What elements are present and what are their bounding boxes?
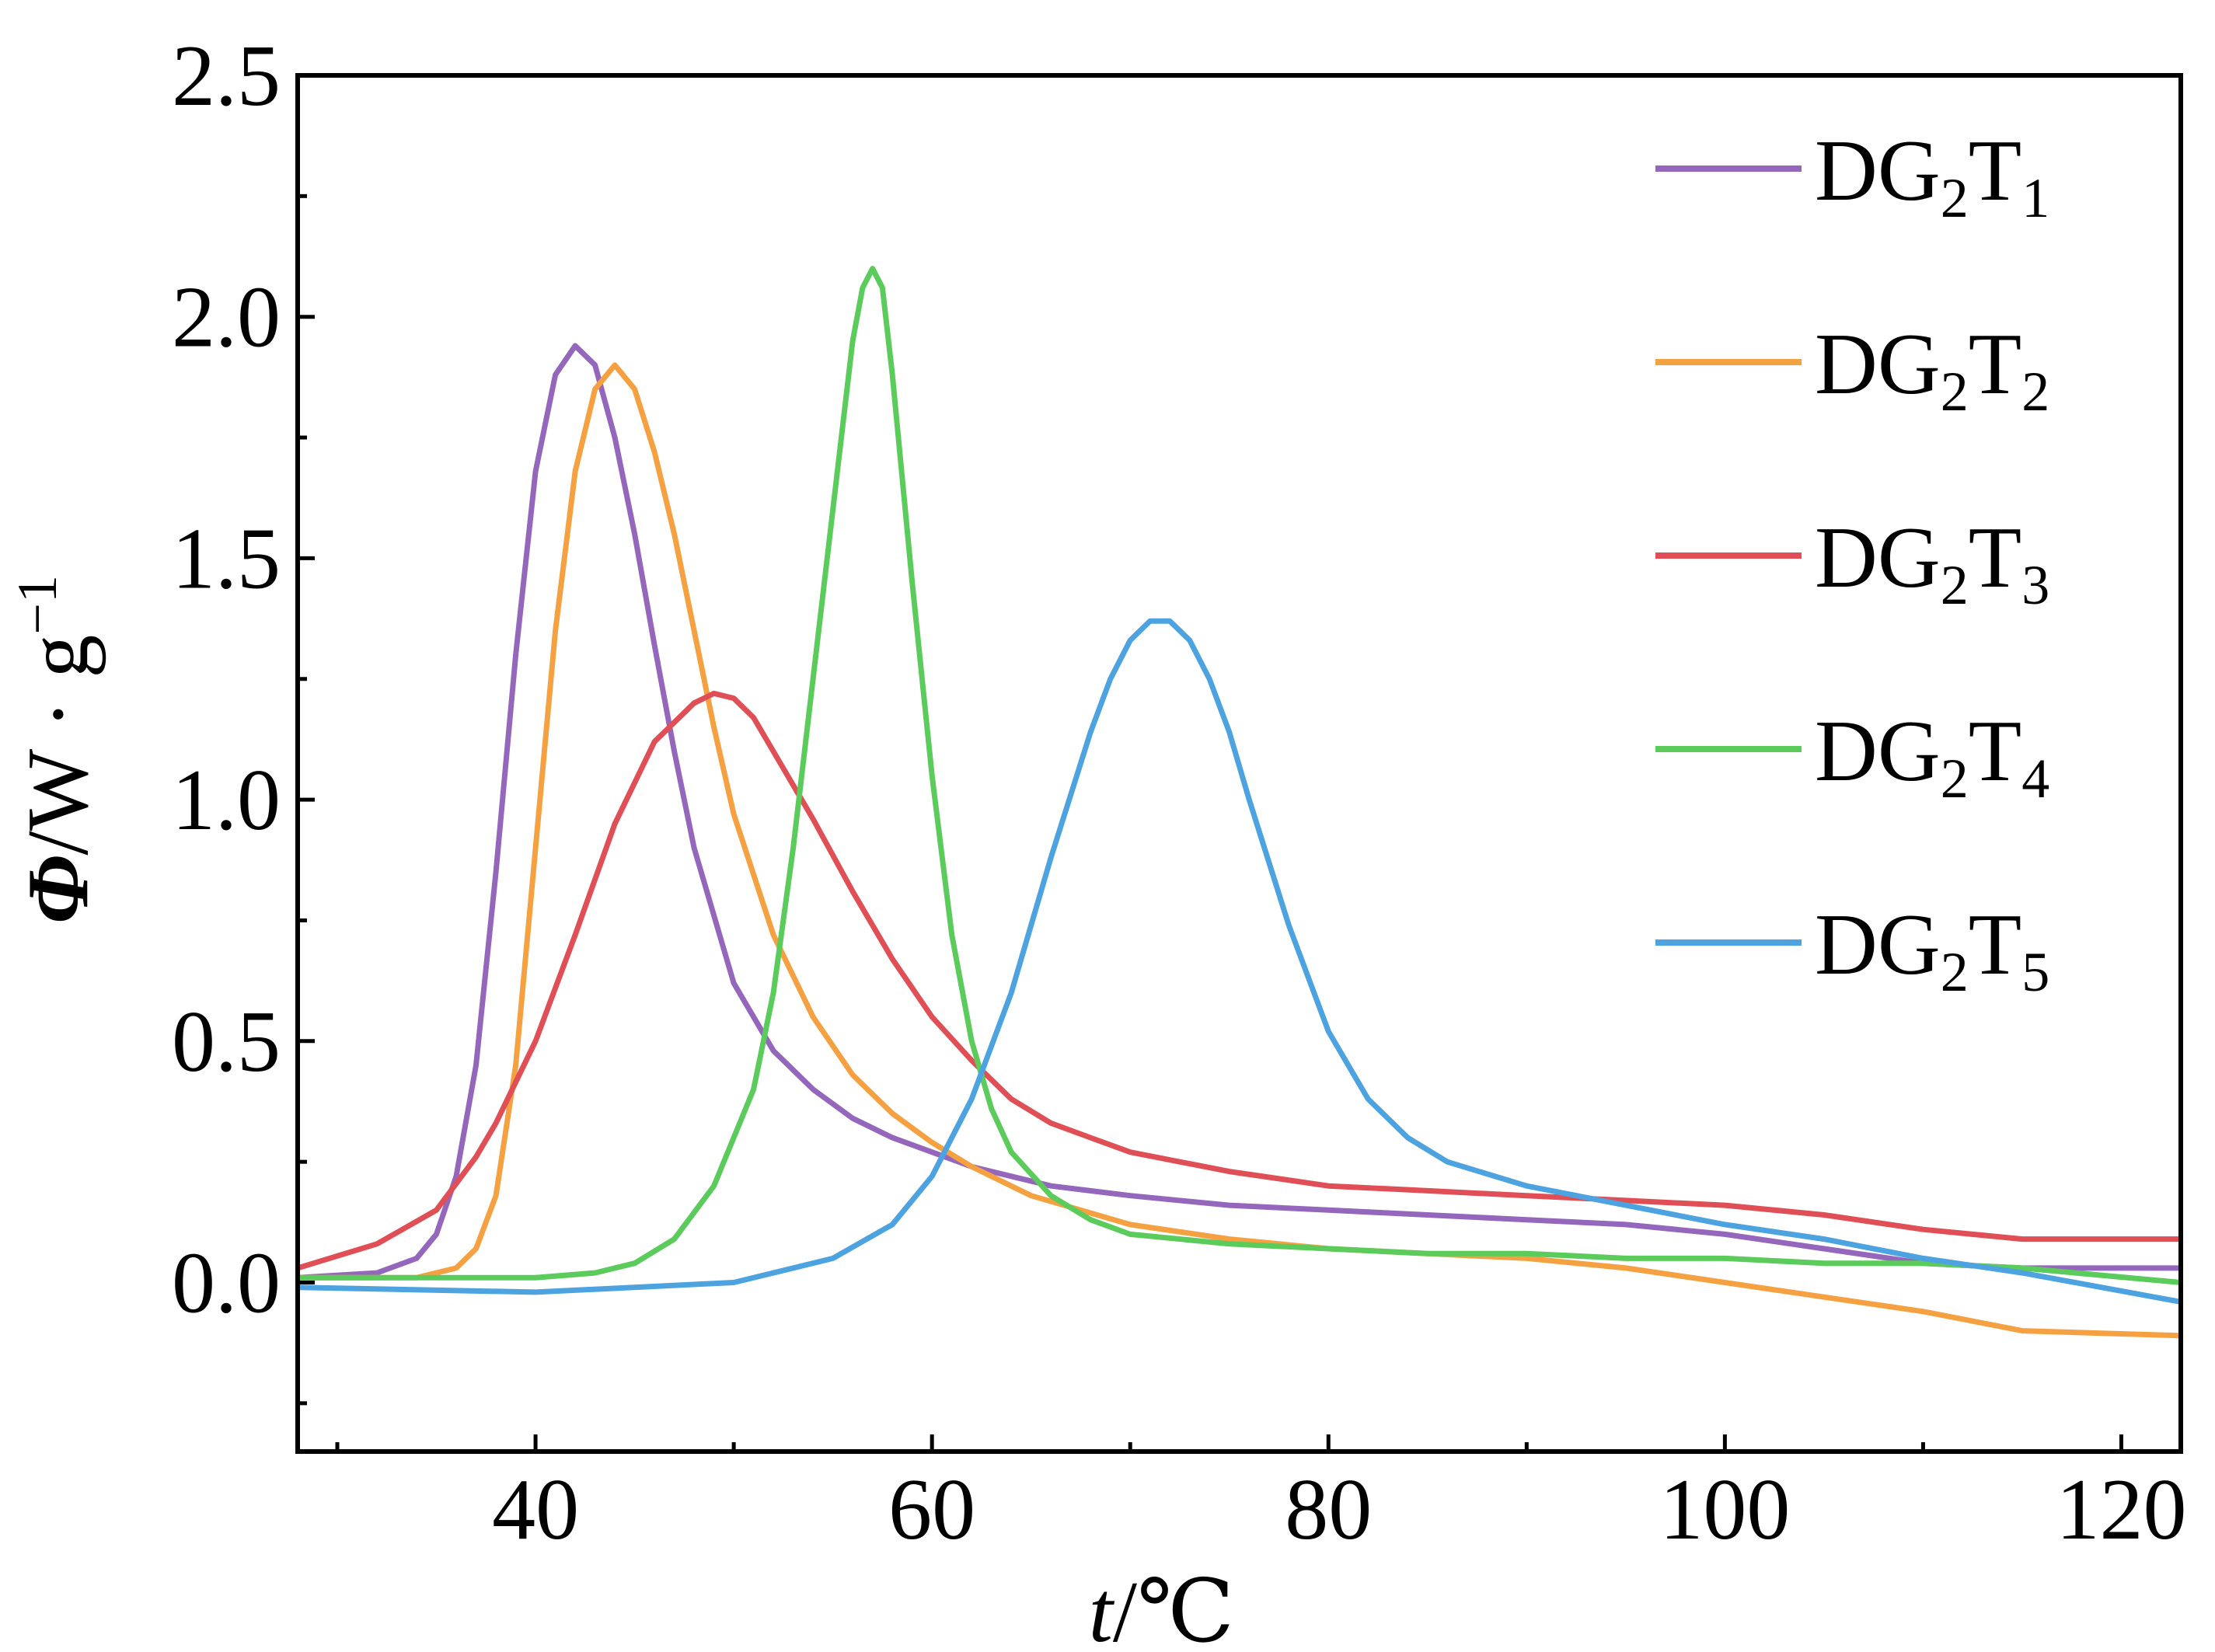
y-tick-label: 2.5 (172, 28, 281, 124)
series-line-4 (298, 266, 2181, 1285)
x-axis-title-unit: /℃ (1113, 1564, 1234, 1652)
series-line-2 (298, 362, 2181, 1339)
x-tick-label: 80 (1285, 1462, 1372, 1558)
legend: DG2T1 DG2T2 DG2T3 DG2T4 DG2T5 (1655, 123, 2049, 1003)
y-axis-title-unit: /W · g (10, 635, 106, 856)
x-tick-label: 120 (2056, 1462, 2186, 1558)
x-axis-title: t/℃ (1089, 1564, 1235, 1652)
legend-label: DG2T2 (1815, 316, 2049, 423)
y-axis-title-sup: −1 (6, 575, 68, 635)
legend-label: DG2T3 (1815, 510, 2049, 616)
legend-label: DG2T1 (1815, 123, 2049, 229)
y-tick-label: 1.5 (172, 511, 281, 607)
legend-label: DG2T5 (1815, 897, 2049, 1003)
y-axis-title: Φ/W · g−1 (6, 575, 106, 924)
x-tick-label: 100 (1659, 1462, 1790, 1558)
x-tick-label: 40 (492, 1462, 579, 1558)
y-tick-label: 2.0 (172, 270, 281, 366)
series-line-5 (298, 618, 2181, 1305)
series-line-1 (298, 343, 2181, 1281)
legend-label: DG2T4 (1815, 703, 2049, 810)
x-tick-label: 60 (888, 1462, 975, 1558)
x-axis-title-main: t (1089, 1564, 1115, 1652)
plot-frame (295, 73, 2183, 1454)
ticks-layer: 40 60 80 100 120 0.0 0.5 1.0 1.5 2.0 2.5 (172, 28, 2186, 1558)
y-tick-label: 0.0 (172, 1236, 281, 1332)
y-tick-label: 1.0 (172, 752, 281, 849)
y-axis-title-main: Φ (10, 856, 106, 924)
y-tick-label: 0.5 (172, 994, 281, 1090)
series-layer (298, 266, 2181, 1339)
